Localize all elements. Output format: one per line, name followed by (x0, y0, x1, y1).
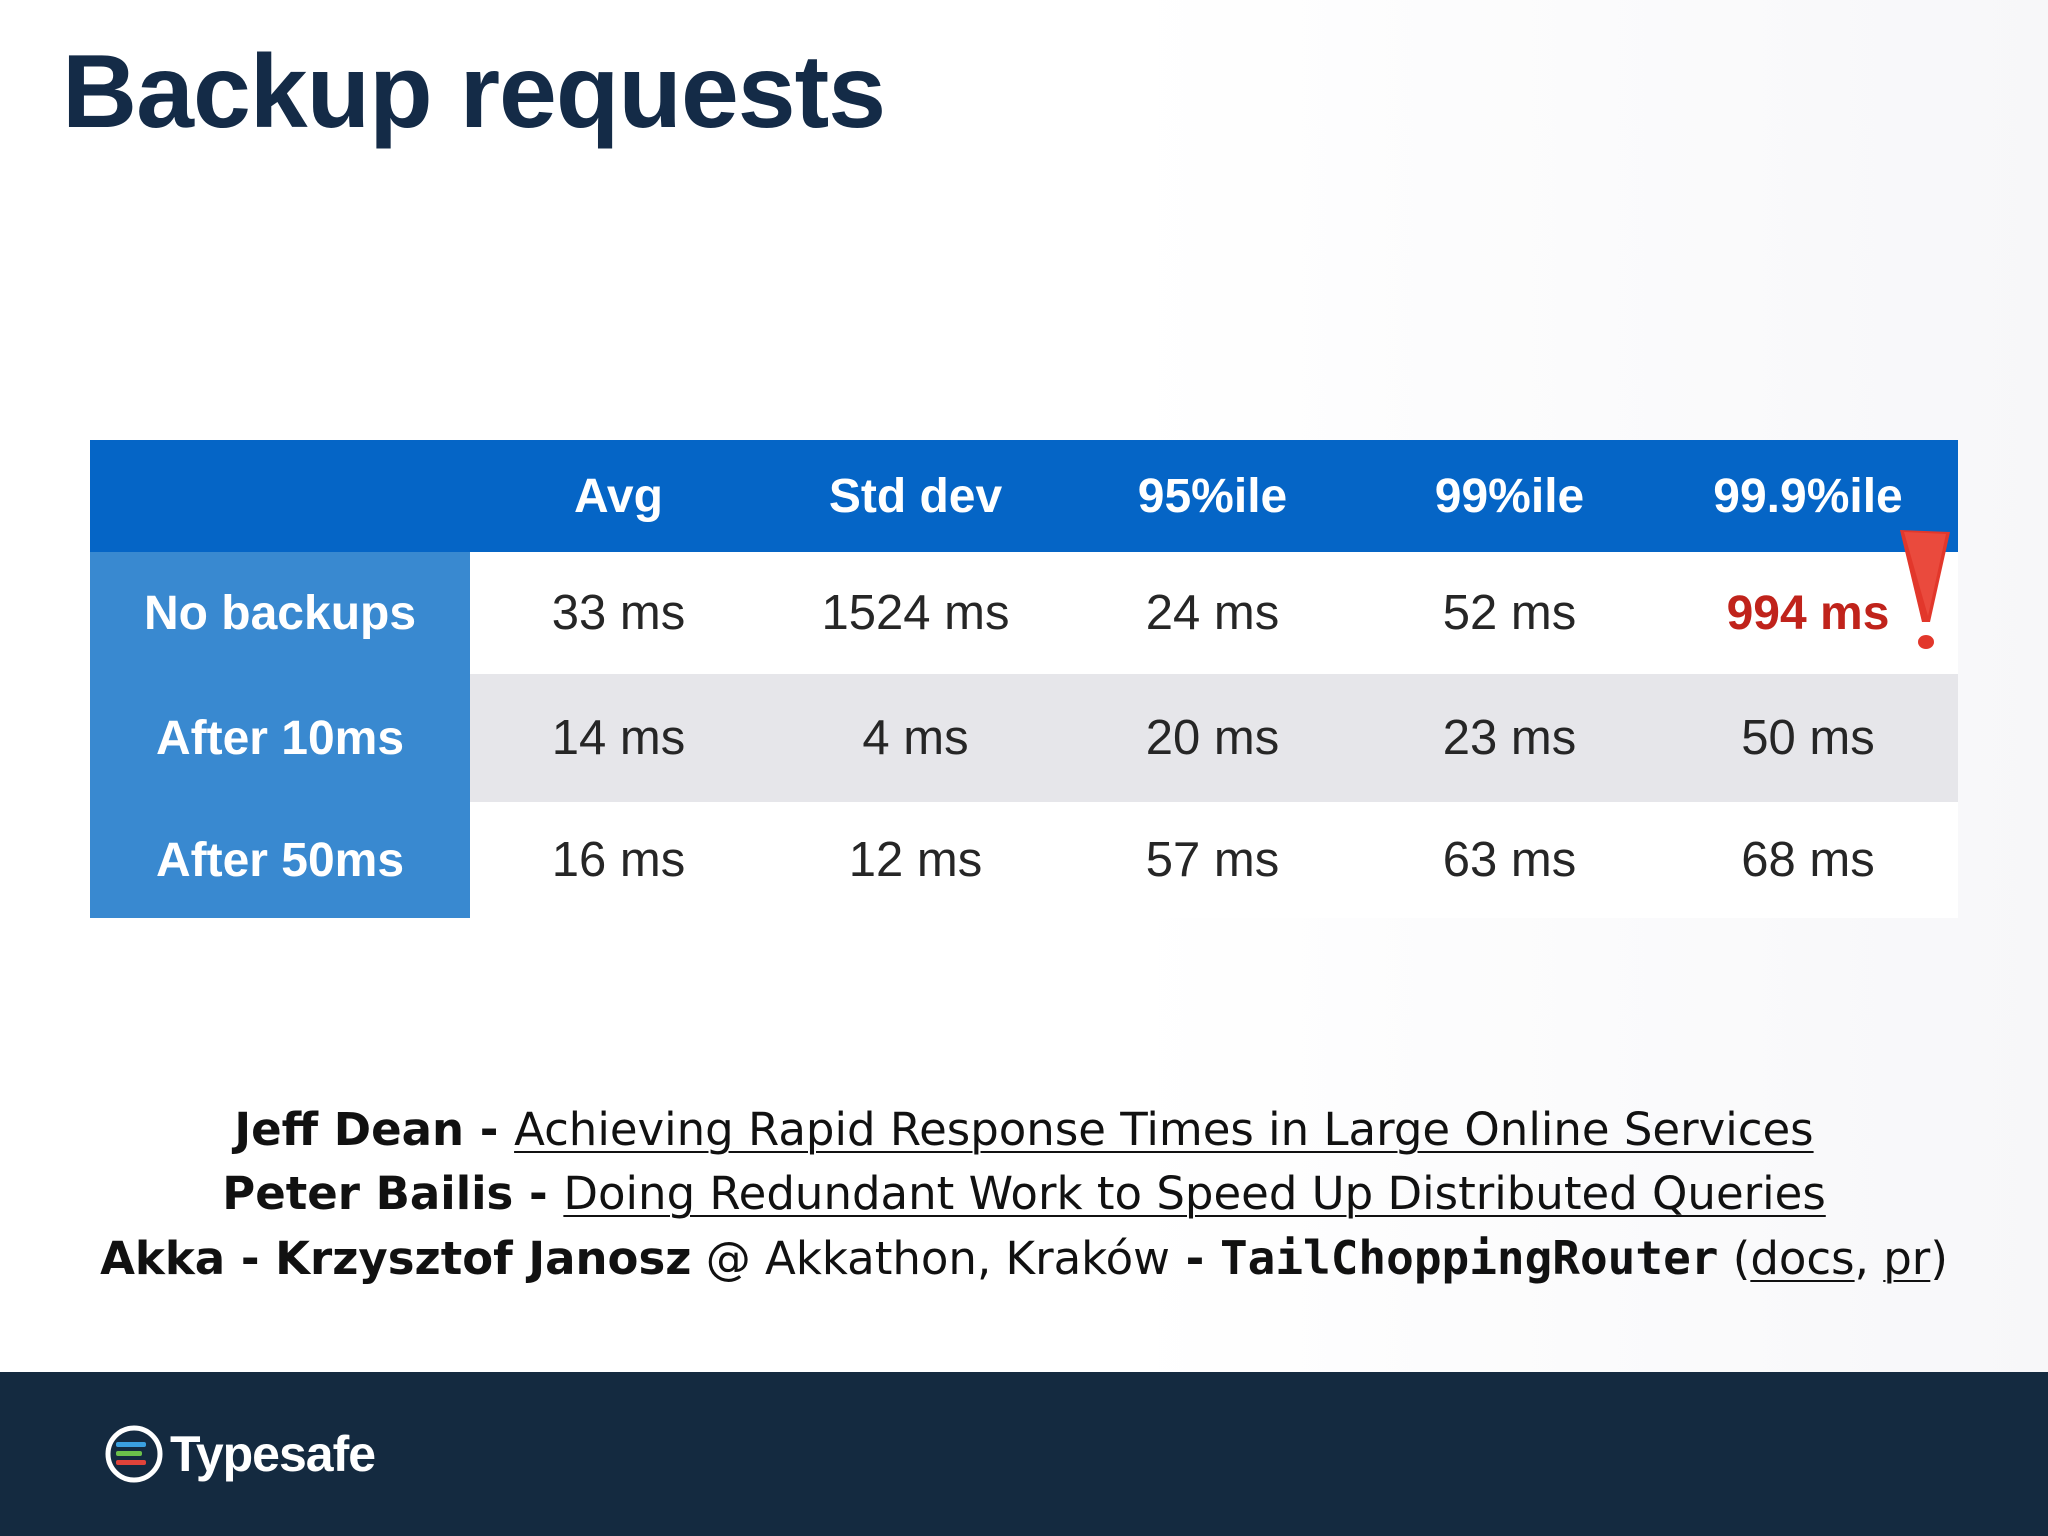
table-row-after-10ms: After 10ms 14 ms 4 ms 20 ms 23 ms 50 ms (90, 674, 1958, 802)
reference-open-paren: ( (1718, 1232, 1751, 1285)
table-cell: 23 ms (1442, 711, 1577, 765)
reference-close-paren: ) (1930, 1232, 1948, 1285)
reference-event: Akkathon, Kraków (765, 1232, 1170, 1285)
table-cell: 50 ms (1741, 711, 1875, 765)
table-cell: 63 ms (1442, 833, 1577, 887)
column-header-avg: Avg (574, 469, 663, 523)
table-cell: 16 ms (551, 833, 686, 887)
reference-jeff-dean: Jeff Dean - Achieving Rapid Response Tim… (0, 1098, 2048, 1162)
column-header-99-9-percentile: 99.9%ile (1713, 469, 1903, 523)
reference-link-pr[interactable]: pr (1883, 1232, 1931, 1285)
reference-peter-bailis: Peter Bailis - Doing Redundant Work to S… (0, 1162, 2048, 1226)
reference-link-redundant-work[interactable]: Doing Redundant Work to Speed Up Distrib… (563, 1167, 1826, 1220)
table-header-row: Avg Std dev 95%ile 99%ile 99.9%ile (90, 440, 1958, 552)
reference-separator: - (1169, 1232, 1220, 1285)
reference-akka: Akka - Krzysztof Janosz @ Akkathon, Krak… (0, 1226, 2048, 1291)
column-header-95-percentile: 95%ile (1137, 469, 1288, 523)
reference-at: @ (691, 1232, 766, 1285)
table-row-no-backups: No backups 33 ms 1524 ms 24 ms 52 ms 994… (90, 552, 1958, 674)
brand-name: Typesafe (170, 1426, 376, 1482)
column-header-99-percentile: 99%ile (1434, 469, 1585, 523)
table-cell: 12 ms (848, 833, 983, 887)
table-cell: 20 ms (1145, 711, 1280, 765)
typesafe-logo-icon (105, 1425, 163, 1483)
table-cell: 24 ms (1145, 586, 1280, 640)
reference-author: Peter Bailis (222, 1167, 514, 1220)
references: Jeff Dean - Achieving Rapid Response Tim… (0, 1098, 2048, 1291)
reference-link-rapid-response[interactable]: Achieving Rapid Response Times in Large … (514, 1103, 1814, 1156)
brand-logo: Typesafe (104, 1422, 376, 1486)
table-cell: 4 ms (862, 711, 969, 765)
table-cell: 1524 ms (821, 586, 1010, 640)
table-cell: 68 ms (1741, 833, 1875, 887)
slide-title: Backup requests (62, 34, 886, 150)
table-cell-highlighted: 994 ms (1726, 586, 1890, 640)
reference-separator: - (464, 1103, 515, 1156)
table-row-after-50ms: After 50ms 16 ms 12 ms 57 ms 63 ms 68 ms (90, 802, 1958, 918)
reference-author: Jeff Dean (234, 1103, 465, 1156)
table-cell: 57 ms (1145, 833, 1280, 887)
row-header: After 50ms (90, 802, 470, 918)
table-cell: 14 ms (551, 711, 686, 765)
row-header: After 10ms (90, 674, 470, 802)
reference-author: Akka - Krzysztof Janosz (100, 1232, 692, 1285)
reference-comma: , (1854, 1232, 1884, 1285)
column-header-std-dev: Std dev (828, 469, 1003, 523)
reference-separator: - (513, 1167, 564, 1220)
table-cell: 33 ms (551, 586, 686, 640)
footer-bar: Typesafe (0, 1372, 2048, 1536)
exclamation-mark-icon (1900, 530, 1950, 649)
table-cell: 52 ms (1442, 586, 1577, 640)
reference-link-docs[interactable]: docs (1750, 1232, 1855, 1285)
reference-code-name: TailChoppingRouter (1219, 1231, 1719, 1285)
row-header: No backups (90, 552, 470, 674)
